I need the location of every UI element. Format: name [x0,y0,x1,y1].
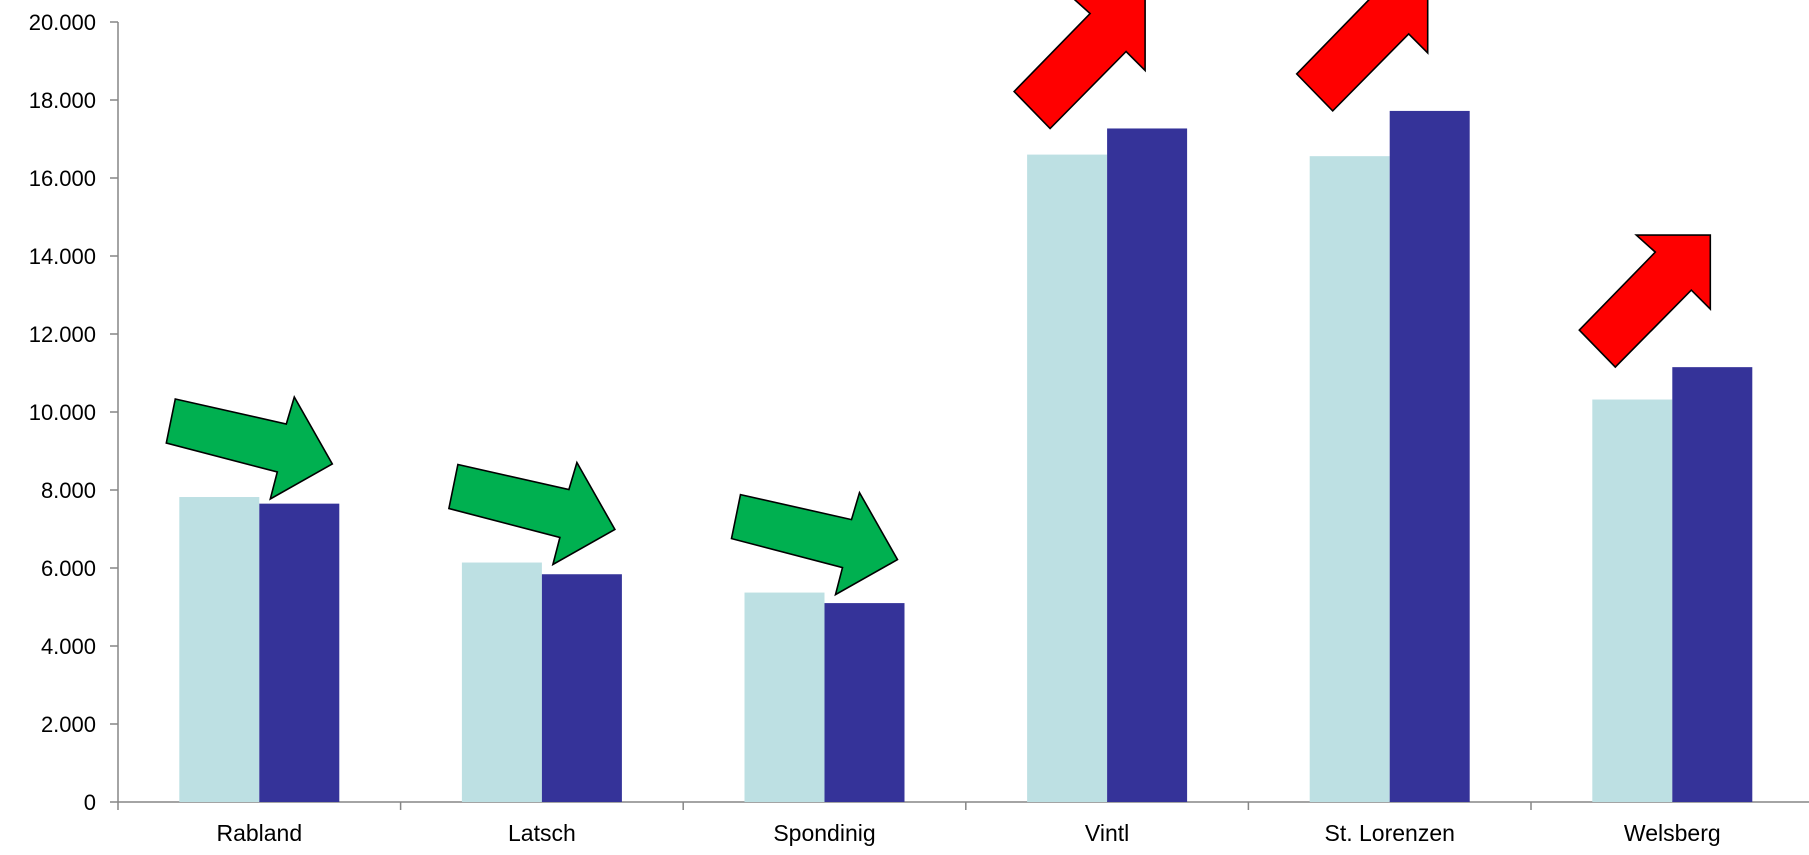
bar-series-2-welsberg [1672,367,1753,802]
axes [110,21,1809,810]
y-tick-label: 10.000 [29,400,96,425]
x-category-label: St. Lorenzen [1324,820,1454,846]
bar-series-2-spondinig [824,603,905,802]
bar-series-1-welsberg [1592,399,1673,802]
x-category-label: Rabland [216,820,302,846]
arrow-up-icon [1578,234,1712,369]
x-category-label: Spondinig [773,820,875,846]
x-category-label: Welsberg [1624,820,1721,846]
bar-series-1-st-lorenzen [1309,156,1390,802]
bar-series-2-latsch [541,574,622,802]
y-tick-label: 14.000 [29,244,96,269]
y-tick-label: 18.000 [29,88,96,113]
bar-series-2-rabland [259,503,340,802]
trend-arrows [165,0,1712,597]
arrow-down-icon [165,394,334,501]
y-tick-label: 20.000 [29,10,96,35]
y-tick-label: 16.000 [29,166,96,191]
bar-series-1-spondinig [744,592,825,802]
y-tick-label: 4.000 [41,634,96,659]
arrow-up-icon [1295,0,1429,113]
bar-series-1-vintl [1027,154,1108,803]
bar-series-1-rabland [179,497,260,802]
y-tick-label: 6.000 [41,556,96,581]
arrow-down-icon [730,490,899,597]
arrow-down-icon [447,460,616,567]
y-tick-label: 0 [84,790,96,815]
bar-series-1-latsch [461,562,542,802]
y-tick-label: 2.000 [41,712,96,737]
bars [179,110,1753,803]
labels: 0 2.000 4.000 6.000 8.000 10.000 12.000 14.000 1… [29,10,1721,846]
x-category-label: Latsch [508,820,576,846]
y-tick-label: 8.000 [41,478,96,503]
bar-series-2-vintl [1107,128,1188,803]
bar-series-2-st-lorenzen [1389,110,1470,803]
arrow-up-icon [1012,0,1146,130]
y-tick-label: 12.000 [29,322,96,347]
x-category-label: Vintl [1085,820,1129,846]
